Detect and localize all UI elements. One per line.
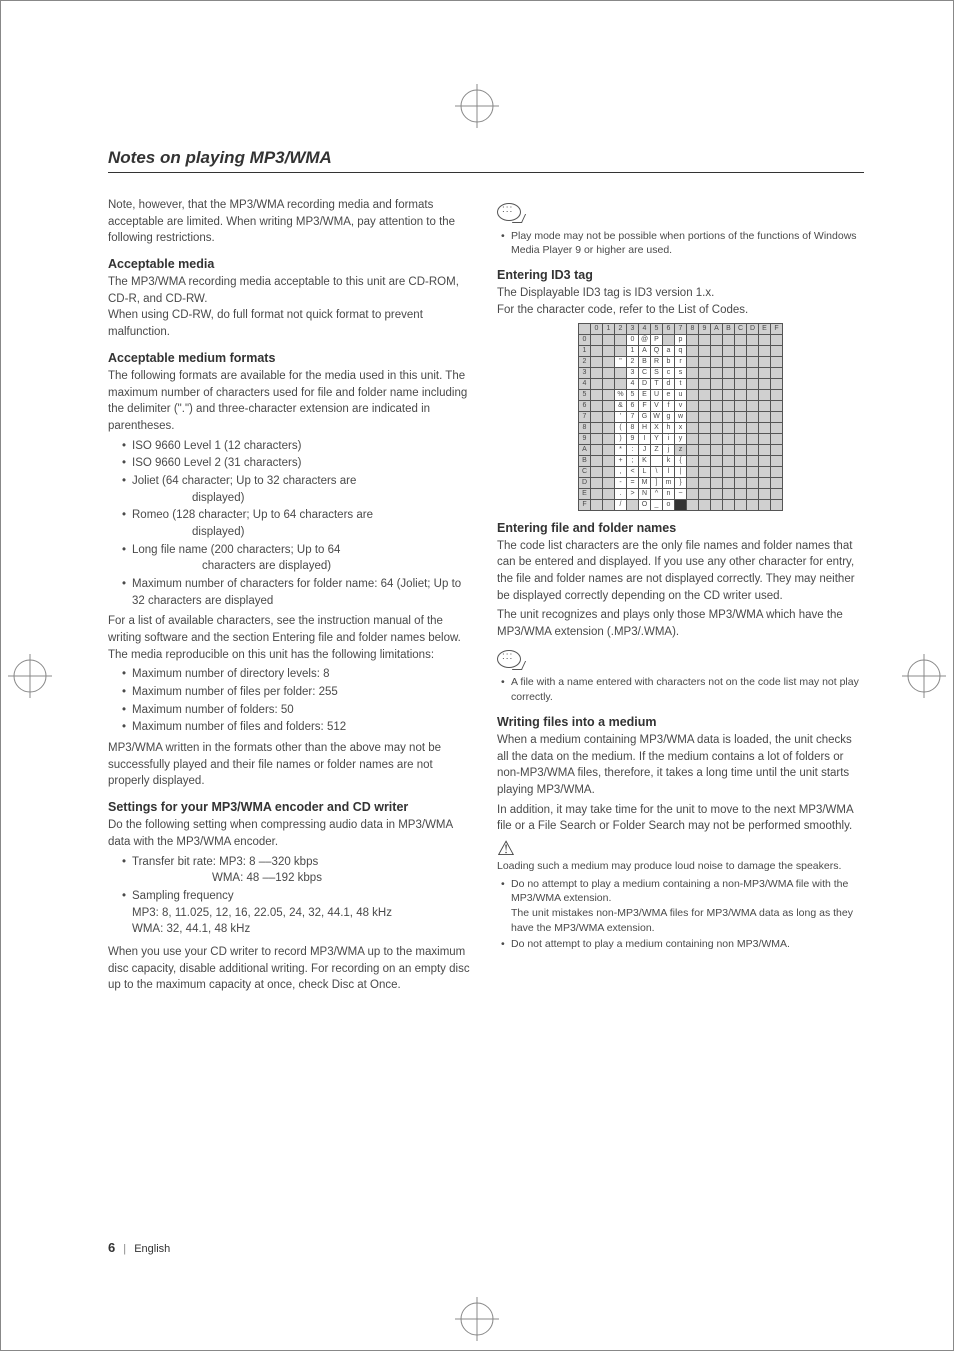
list-item: Maximum number of files per folder: 255	[122, 684, 475, 701]
note-icon	[497, 650, 521, 668]
media-text: The MP3/WMA recording media acceptable t…	[108, 274, 475, 341]
list-item: Play mode may not be possible when porti…	[501, 229, 864, 258]
formats-text-3: MP3/WMA written in the formats other tha…	[108, 740, 475, 790]
crop-mark-left	[8, 654, 52, 698]
heading-acceptable-media: Acceptable media	[108, 255, 475, 273]
formats-text: The following formats are available for …	[108, 368, 475, 435]
two-column-layout: Note, however, that the MP3/WMA recordin…	[108, 197, 864, 997]
heading-writing: Writing files into a medium	[497, 713, 864, 731]
heading-acceptable-formats: Acceptable medium formats	[108, 349, 475, 367]
footer-separator: |	[123, 1243, 126, 1255]
list-item: ISO 9660 Level 2 (31 characters)	[122, 455, 475, 472]
character-code-table: 0123456789ABCDEF00@Pp11AQaq2"2BRbr33CScs…	[578, 323, 783, 511]
list-item: Maximum number of folders: 50	[122, 702, 475, 719]
list-item: ISO 9660 Level 1 (12 characters)	[122, 438, 475, 455]
list-item: Maximum number of directory levels: 8	[122, 666, 475, 683]
warning-list: Do no attempt to play a medium containin…	[497, 877, 864, 952]
footer-language: English	[134, 1243, 170, 1255]
list-item: Maximum number of files and folders: 512	[122, 719, 475, 736]
list-item: Romeo (128 character; Up to 64 character…	[122, 507, 475, 540]
names-text-1: The code list characters are the only fi…	[497, 538, 864, 605]
warning-text: Loading such a medium may produce loud n…	[497, 859, 864, 874]
list-item: Joliet (64 character; Up to 32 character…	[122, 473, 475, 506]
list-item: Do no attempt to play a medium containin…	[501, 877, 864, 936]
formats-text-2: For a list of available characters, see …	[108, 613, 475, 663]
list-item: Maximum number of characters for folder …	[122, 576, 475, 609]
heading-settings: Settings for your MP3/WMA encoder and CD…	[108, 798, 475, 816]
list-item: Transfer bit rate: MP3: 8 ––320 kbps WMA…	[122, 854, 475, 887]
limits-list: Maximum number of directory levels: 8 Ma…	[108, 666, 475, 736]
id3-text: The Displayable ID3 tag is ID3 version 1…	[497, 285, 864, 318]
note-icon	[497, 203, 521, 221]
writing-text-2: In addition, it may take time for the un…	[497, 802, 864, 835]
settings-text: Do the following setting when compressin…	[108, 817, 475, 850]
settings-list: Transfer bit rate: MP3: 8 ––320 kbps WMA…	[108, 854, 475, 938]
settings-text-2: When you use your CD writer to record MP…	[108, 944, 475, 994]
page-footer: 6 | English	[108, 1240, 170, 1255]
writing-text-1: When a medium containing MP3/WMA data is…	[497, 732, 864, 799]
list-item: Long file name (200 characters; Up to 64…	[122, 542, 475, 575]
crop-mark-right	[902, 654, 946, 698]
heading-id3: Entering ID3 tag	[497, 266, 864, 284]
left-column: Note, however, that the MP3/WMA recordin…	[108, 197, 475, 997]
note-list: Play mode may not be possible when porti…	[497, 229, 864, 258]
formats-list: ISO 9660 Level 1 (12 characters) ISO 966…	[108, 438, 475, 610]
crop-mark-bottom	[455, 1297, 499, 1341]
list-item: Do not attempt to play a medium containi…	[501, 937, 864, 952]
page-number: 6	[108, 1240, 115, 1255]
page-title: Notes on playing MP3/WMA	[108, 148, 864, 173]
names-text-2: The unit recognizes and plays only those…	[497, 607, 864, 640]
intro-text: Note, however, that the MP3/WMA recordin…	[108, 197, 475, 247]
list-item: A file with a name entered with characte…	[501, 675, 864, 704]
heading-names: Entering file and folder names	[497, 519, 864, 537]
list-item: Sampling frequency MP3: 8, 11.025, 12, 1…	[122, 888, 475, 938]
note-list: A file with a name entered with characte…	[497, 675, 864, 704]
warning-icon: ⚠	[497, 839, 864, 859]
right-column: Play mode may not be possible when porti…	[497, 197, 864, 997]
page-content: Notes on playing MP3/WMA Note, however, …	[0, 0, 954, 1067]
crop-mark-top	[455, 84, 499, 128]
